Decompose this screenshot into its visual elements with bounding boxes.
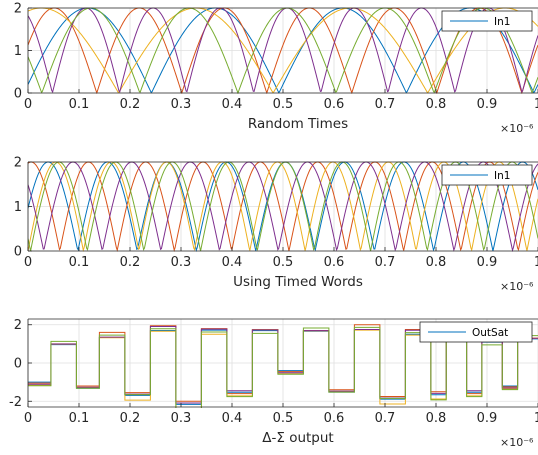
series-line-4 <box>28 161 538 252</box>
x-tick-label: 0.1 <box>69 411 90 426</box>
x-tick-label: 0.4 <box>222 97 243 112</box>
x-tick-label: 0.6 <box>324 255 345 270</box>
legend: In1 <box>441 10 533 32</box>
x-tick-label: 0.2 <box>120 411 141 426</box>
x-tick-label: 0.3 <box>171 97 192 112</box>
y-tick-label: 2 <box>14 2 22 17</box>
x-tick-label: 0.6 <box>324 411 345 426</box>
x-tick-label: 0.7 <box>375 255 396 270</box>
series-line-5 <box>28 161 538 252</box>
legend-box <box>419 321 533 343</box>
x-tick-label: 0.8 <box>426 255 447 270</box>
x-tick-label: 0 <box>24 411 32 426</box>
x-tick-label: 0.8 <box>426 411 447 426</box>
series-line-2 <box>28 161 538 252</box>
x-exponent-label: ×10⁻⁶ <box>500 436 534 449</box>
y-tick-label: 1 <box>14 200 22 215</box>
series-line-5 <box>28 326 538 408</box>
x-tick-label: 0.7 <box>375 411 396 426</box>
x-tick-label: 0.9 <box>477 411 498 426</box>
x-tick-label: 0.5 <box>273 97 294 112</box>
x-tick-label: 0.4 <box>222 411 243 426</box>
x-tick-label: 0.1 <box>69 97 90 112</box>
legend-label: OutSat <box>472 327 508 339</box>
subplot-1: 0 0.1 0.2 0.3 0.4 0.5 0.6 0.7 0.8 0.9 1 0 1 2 Random T… <box>14 2 538 135</box>
x-exponent-label: ×10⁻⁶ <box>500 280 534 293</box>
x-axis-label: Using Timed Words <box>233 274 363 290</box>
legend: In1 <box>441 164 533 186</box>
legend-label: In1 <box>494 170 510 182</box>
legend: OutSat <box>419 321 533 343</box>
x-tick-label: 0.2 <box>120 255 141 270</box>
x-tick-label: 0.7 <box>375 97 396 112</box>
series-line-4 <box>28 7 538 94</box>
y-tick-label: 0 <box>14 87 22 102</box>
x-exponent-label: ×10⁻⁶ <box>500 122 534 135</box>
series-line-5 <box>28 7 538 94</box>
x-tick-label: 0.3 <box>171 411 192 426</box>
x-tick-label: 0 <box>24 97 32 112</box>
x-tick-label: 0.1 <box>69 255 90 270</box>
x-tick-label: 0.5 <box>273 255 294 270</box>
x-tick-label: 0.3 <box>171 255 192 270</box>
y-tick-label: 1 <box>14 44 22 59</box>
x-tick-label: 0.9 <box>477 255 498 270</box>
y-tick-label: 0 <box>14 357 22 372</box>
series-line-3 <box>28 7 538 94</box>
x-tick-label: 1 <box>534 255 538 270</box>
x-tick-label: 0.8 <box>426 97 447 112</box>
y-tick-label: 2 <box>14 156 22 171</box>
subplot-2: 0 0.1 0.2 0.3 0.4 0.5 0.6 0.7 0.8 0.9 1 0 1 2 Using Ti… <box>14 156 538 293</box>
x-tick-label: 1 <box>534 411 538 426</box>
x-tick-label: 0.5 <box>273 411 294 426</box>
x-tick-label: 0.4 <box>222 255 243 270</box>
x-tick-label: 1 <box>534 97 538 112</box>
legend-label: In1 <box>494 16 510 28</box>
x-tick-label: 0.2 <box>120 97 141 112</box>
x-tick-label: 0.9 <box>477 97 498 112</box>
x-tick-label: 0.6 <box>324 97 345 112</box>
x-axis-label: Δ-Σ output <box>262 430 333 446</box>
y-tick-label: 0 <box>14 245 22 260</box>
x-axis-label: Random Times <box>248 116 348 132</box>
y-tick-label: 2 <box>14 318 22 333</box>
y-tick-label: -2 <box>9 395 22 410</box>
x-tick-label: 0 <box>24 255 32 270</box>
series-group <box>28 324 538 408</box>
